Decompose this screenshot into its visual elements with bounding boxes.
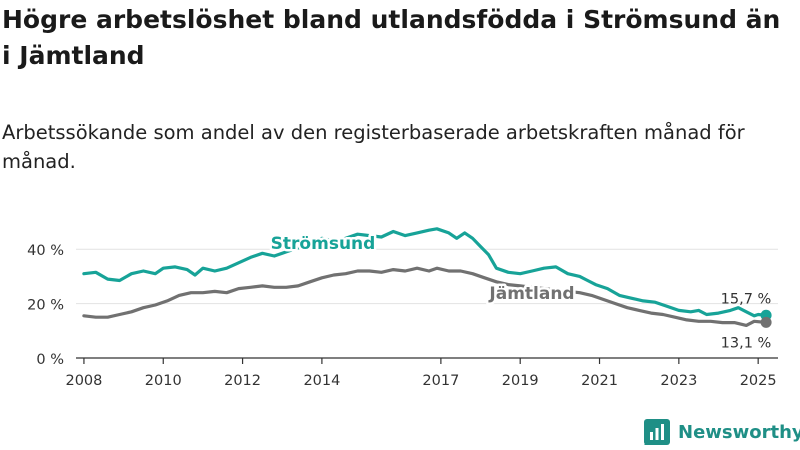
x-tick-label: 2025: [740, 373, 777, 389]
x-tick-label: 2019: [502, 373, 539, 389]
series-line-stromsund: [82, 227, 768, 318]
end-value-label: 15,7 %: [721, 291, 772, 307]
x-tick-label: 2012: [224, 373, 261, 389]
y-tick-label: 0 %: [36, 352, 64, 368]
y-tick-label: 20 %: [27, 298, 64, 314]
end-value-label: 13,1 %: [721, 335, 772, 351]
y-tick-label: 40 %: [27, 243, 64, 259]
x-tick-label: 2021: [581, 373, 618, 389]
axes: 0 % 20 % 40 % 2008 2010 2012 2014 2017 2019 2021 2…: [27, 243, 778, 389]
brand-logo[interactable]: Newsworthy: [644, 418, 800, 446]
x-tick-label: 2010: [145, 373, 182, 389]
newsworthy-logo-icon: [644, 419, 670, 445]
series-name-label: Strömsund: [271, 234, 376, 254]
series-end-marker: [760, 316, 772, 328]
chart-title: Högre arbetslöshet bland utlandsfödda i …: [2, 5, 781, 70]
series-labels: 15,7 % 13,1 % Strömsund Jämtland: [268, 232, 772, 352]
series-name-label: Jämtland: [488, 284, 574, 304]
x-tick-label: 2014: [303, 373, 340, 389]
series-line-jamtland: [82, 266, 768, 327]
x-tick-label: 2008: [65, 373, 102, 389]
brand-name: Newsworthy: [678, 421, 800, 443]
x-tick-label: 2023: [660, 373, 697, 389]
x-tick-label: 2017: [422, 373, 459, 389]
series-lines: [82, 227, 772, 328]
chart-subtitle: Arbetssökande som andel av den registerb…: [2, 121, 745, 173]
